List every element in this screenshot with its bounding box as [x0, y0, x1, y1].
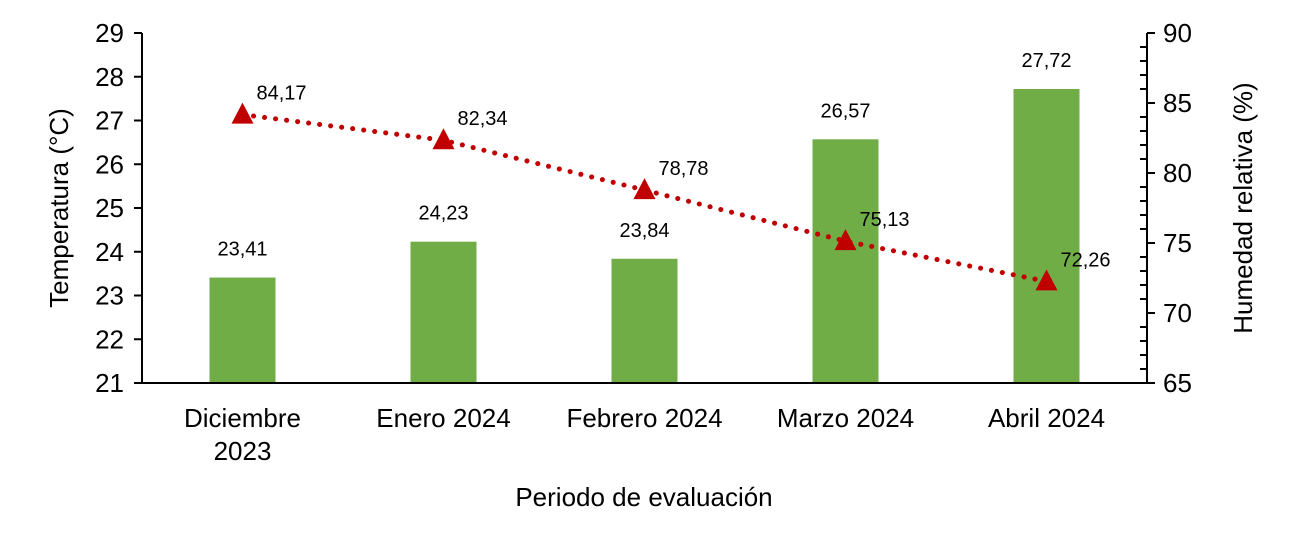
y-tick-label: 27 — [95, 106, 124, 136]
y2-tick-label: 70 — [1163, 298, 1192, 328]
bar-data-label: 24,23 — [418, 203, 468, 225]
x-tick-label: Diciembre — [184, 403, 301, 433]
humidity-marker — [633, 178, 656, 200]
humidity-marker — [1035, 269, 1058, 291]
y-tick-label: 21 — [95, 368, 124, 398]
y-tick-label: 28 — [95, 62, 124, 92]
y-tick-label: 24 — [95, 237, 124, 267]
y-tick-label: 25 — [95, 193, 124, 223]
y-axis-title: Temperatura (°C) — [44, 108, 74, 308]
x-tick-label: 2023 — [214, 436, 272, 466]
y-tick-label: 23 — [95, 281, 124, 311]
bar-data-label: 27,72 — [1021, 50, 1071, 72]
y2-axis-title: Humedad relativa (%) — [1228, 82, 1258, 333]
y2-tick-label: 80 — [1163, 158, 1192, 188]
bar-data-label: 23,84 — [619, 220, 669, 242]
line-data-label: 84,17 — [257, 83, 307, 105]
bar-data-label: 23,41 — [217, 239, 267, 261]
line-data-label: 75,13 — [860, 209, 910, 231]
bar — [209, 277, 276, 383]
bar — [611, 258, 678, 383]
y-tick-label: 26 — [95, 149, 124, 179]
humidity-marker — [432, 128, 455, 150]
y2-tick-label: 75 — [1163, 228, 1192, 258]
x-tick-label: Marzo 2024 — [777, 403, 914, 433]
y-tick-label: 22 — [95, 324, 124, 354]
y2-tick-label: 90 — [1163, 18, 1192, 48]
x-axis-title: Periodo de evaluación — [515, 482, 772, 512]
line-data-label: 72,26 — [1061, 249, 1111, 271]
bar — [410, 241, 477, 383]
bar-data-label: 26,57 — [820, 100, 870, 122]
bar — [1013, 89, 1080, 383]
y2-tick-label: 85 — [1163, 88, 1192, 118]
y2-tick-label: 65 — [1163, 368, 1192, 398]
line-data-label: 78,78 — [659, 158, 709, 180]
x-tick-label: Febrero 2024 — [566, 403, 722, 433]
x-tick-label: Enero 2024 — [376, 403, 510, 433]
x-tick-label: Abril 2024 — [988, 403, 1105, 433]
y-tick-label: 29 — [95, 18, 124, 48]
humidity-marker — [231, 102, 254, 124]
bar — [812, 139, 879, 383]
line-data-label: 82,34 — [458, 108, 508, 130]
humidity-marker — [834, 229, 857, 251]
